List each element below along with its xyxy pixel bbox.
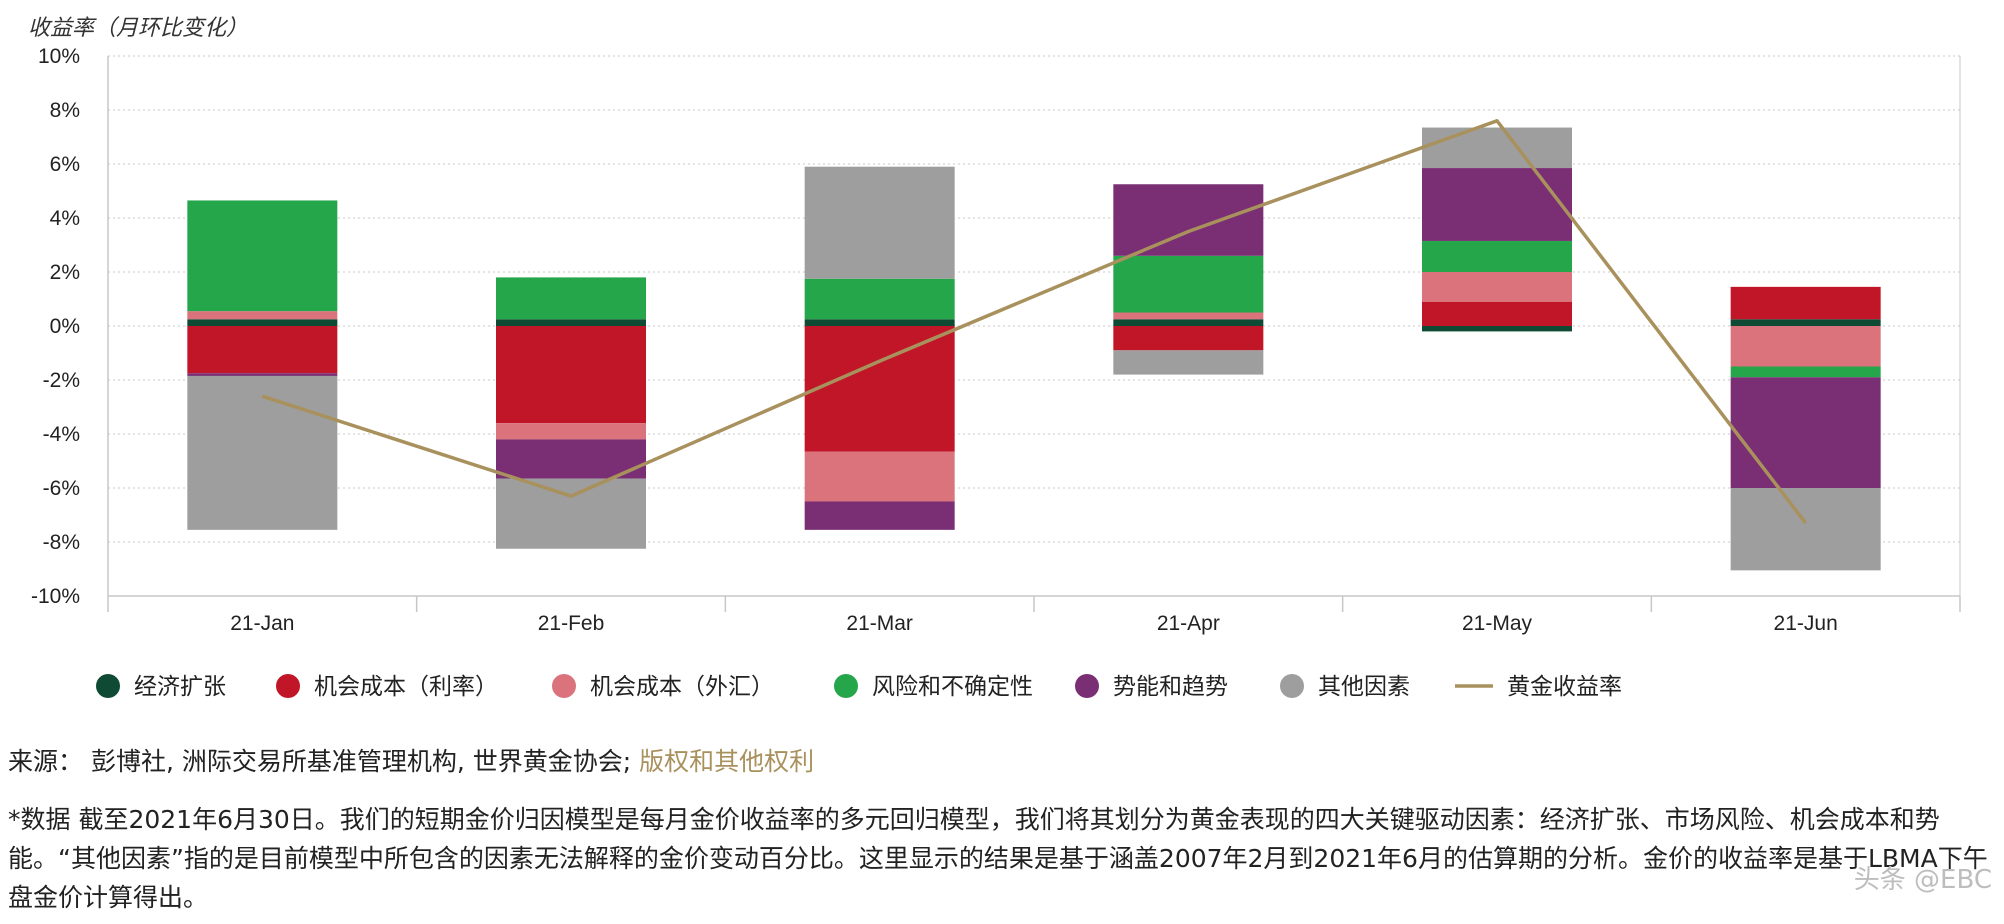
bar-segment [804, 278, 955, 320]
bar-segment [1113, 350, 1264, 375]
bar-segment [187, 375, 338, 530]
bar-segment [1422, 301, 1572, 326]
watermark: 头条 @EBC [1853, 865, 1992, 895]
bar-segment [1113, 319, 1264, 326]
legend-label: 其他因素 [1318, 674, 1410, 700]
bar-segment [187, 200, 338, 312]
y-tick-label: 10% [38, 45, 80, 68]
y-tick-label: 6% [50, 153, 80, 176]
bar-segment [496, 277, 646, 320]
bar-segment [187, 319, 338, 326]
legend-marker [834, 674, 858, 698]
legend-label: 风险和不确定性 [872, 674, 1033, 700]
y-axis-title: 收益率（月环比变化） [28, 16, 249, 41]
legend-label: 机会成本（利率） [314, 674, 498, 700]
source-line: 来源： 彭博社, 洲际交易所基准管理机构, 世界黄金协会; 版权和其他权利 [8, 742, 814, 778]
bar-segment [187, 326, 338, 374]
bar-segment [1422, 326, 1572, 332]
footnote: *数据 截至2021年6月30日。我们的短期金价归因模型是每月金价收益率的多元回… [8, 805, 1988, 912]
y-tick-label: 4% [50, 207, 80, 230]
x-tick-label: 21-Apr [1157, 612, 1220, 635]
bar-segment [1422, 168, 1572, 241]
bar-segment [1113, 312, 1264, 320]
legend-label: 势能和趋势 [1113, 674, 1228, 700]
legend: 经济扩张 机会成本（利率） 机会成本（外汇） 风险和不确定性 势能和趋势 其他因素 黄金收益… [96, 674, 1622, 700]
bar-segment [804, 451, 955, 502]
y-tick-label: -8% [43, 531, 80, 554]
gold-return-line [261, 119, 1808, 525]
legend-marker [1075, 674, 1099, 698]
source-label: 来源： 彭博社, 洲际交易所基准管理机构, 世界黄金协会; [8, 747, 640, 776]
bar-segment [496, 423, 646, 440]
y-tick-label: -4% [43, 423, 80, 446]
y-tick-label: -10% [31, 585, 80, 608]
legend-marker [1280, 674, 1304, 698]
legend-label: 机会成本（外汇） [590, 674, 774, 700]
bar-segment [496, 319, 646, 326]
bar-segment [1113, 255, 1264, 313]
bar-segment [1730, 286, 1881, 320]
x-tick-label: 21-Feb [538, 612, 605, 635]
x-tick-label: 21-Mar [846, 612, 913, 635]
bar-segment [1730, 488, 1881, 571]
y-tick-label: 0% [50, 315, 80, 338]
x-tick-label: 21-Jan [230, 612, 294, 635]
bar-segment [804, 166, 955, 279]
x-tick-label: 21-Jun [1774, 612, 1838, 635]
bar-segment [496, 478, 646, 549]
bar-segment [187, 373, 338, 376]
bar-segment [496, 326, 646, 424]
bar-segment [496, 439, 646, 479]
bar-segment [187, 311, 338, 320]
bar-segment [804, 326, 955, 452]
bar-segment [1422, 240, 1572, 272]
bar-segment [1113, 326, 1264, 351]
grid-layer [108, 55, 1960, 543]
bar-segment [804, 501, 955, 530]
y-tick-label: -2% [43, 369, 80, 392]
line-layer [261, 119, 1808, 525]
legend-marker [552, 674, 576, 698]
bar-segment [1730, 319, 1881, 326]
y-tick-label: -6% [43, 477, 80, 500]
bar-segment [1730, 377, 1881, 488]
copyright-link[interactable]: 版权和其他权利 [639, 747, 815, 776]
bar-layer [187, 127, 1881, 571]
axis-layer: 10% 8% 6% 4% 2% 0% -2% -4% -6% -8% -10% 21-Jan 21-Fe… [31, 45, 1961, 635]
legend-label: 黄金收益率 [1507, 674, 1622, 700]
bar-segment [1422, 127, 1572, 169]
bar-segment [804, 319, 955, 326]
bar-segment [1113, 184, 1264, 256]
y-tick-label: 8% [50, 99, 80, 122]
bar-segment [1422, 272, 1572, 302]
stacked-bar-chart: 10% 8% 6% 4% 2% 0% -2% -4% -6% -8% -10% 21-Jan 21-Fe… [31, 45, 1961, 700]
y-tick-label: 2% [50, 261, 80, 284]
bar-segment [1730, 326, 1881, 367]
legend-label: 经济扩张 [134, 674, 226, 700]
bar-segment [1730, 366, 1881, 378]
legend-marker [276, 674, 300, 698]
legend-marker [96, 674, 120, 698]
x-tick-label: 21-May [1462, 612, 1533, 635]
